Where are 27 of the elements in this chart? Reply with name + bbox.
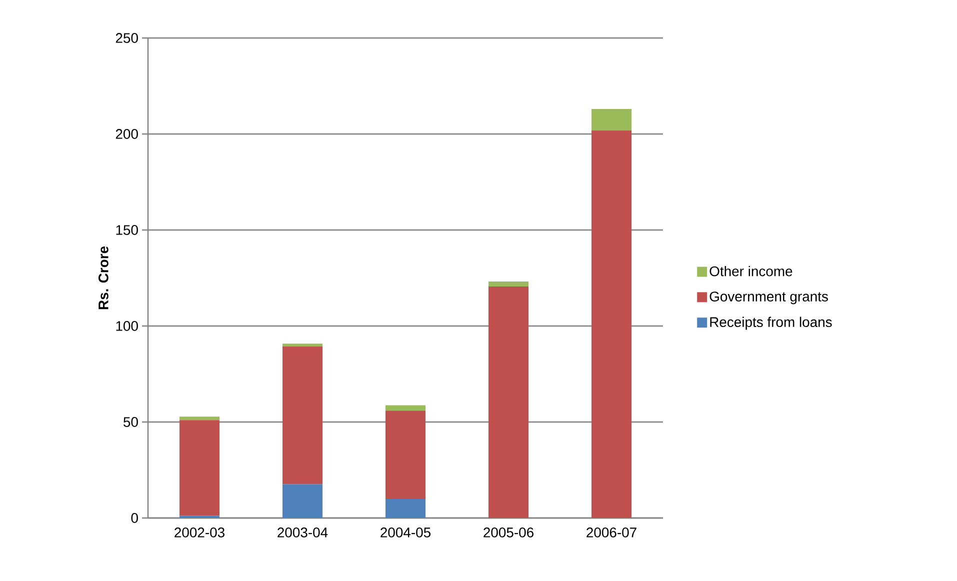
x-tick-label: 2003-04 <box>278 528 328 538</box>
y-tick-label: 0 <box>131 513 138 523</box>
x-tick-label: 2004-05 <box>380 528 430 538</box>
x-tick-label: 2006-07 <box>586 528 636 538</box>
bar <box>592 130 632 518</box>
y-tick-label: 150 <box>116 225 138 235</box>
bar <box>592 109 632 130</box>
bar <box>282 344 323 346</box>
bar <box>386 405 426 411</box>
bar <box>282 346 323 484</box>
bar <box>386 410 426 499</box>
bar <box>180 416 220 420</box>
y-tick-label: 200 <box>116 129 138 139</box>
legend-label: Government grants <box>710 292 828 304</box>
x-tick-label: 2005-06 <box>484 528 534 538</box>
y-tick-label: 250 <box>116 33 138 43</box>
legend-label: Receipts from loans <box>710 316 832 330</box>
bar <box>386 498 426 518</box>
bar <box>488 286 529 518</box>
y-axis-title: Rs. Crore <box>98 246 108 310</box>
bar <box>282 484 323 518</box>
x-tick-label: 2002-03 <box>174 528 224 538</box>
bar <box>488 281 529 286</box>
bar <box>180 420 220 516</box>
y-tick-label: 50 <box>124 417 138 427</box>
legend-label: Other income <box>710 266 792 276</box>
y-tick-label: 100 <box>116 321 138 331</box>
